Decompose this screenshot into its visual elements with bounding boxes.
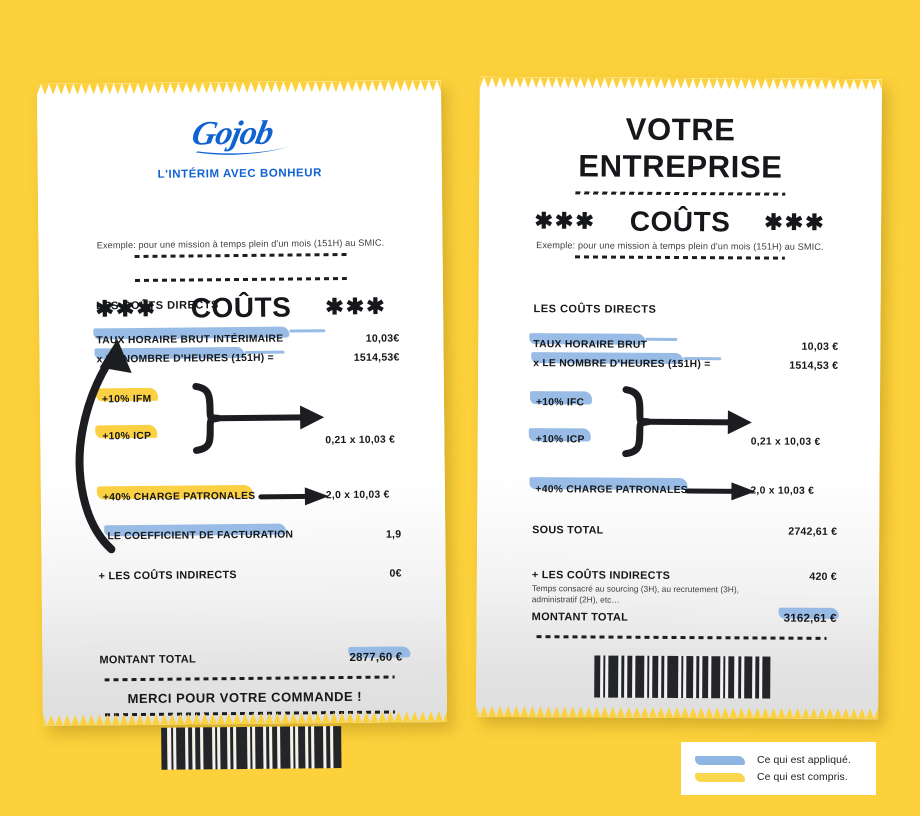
- bracket-value-label: 0,21 x 10,03 €: [325, 434, 396, 447]
- barcode-bar: [608, 655, 619, 698]
- divider-dashed-above-thanks: [104, 675, 395, 682]
- gojob-tagline: L'INTÉRIM AVEC BONHEUR: [157, 167, 323, 181]
- barcode-bar: [743, 656, 753, 699]
- legend-item-compris: Ce qui est compris.: [695, 772, 862, 783]
- divider-dashed-above-barcode-right: [536, 635, 827, 640]
- row-label: +10% ICP: [535, 434, 585, 446]
- total-label: MONTANT TOTAL: [531, 611, 629, 624]
- barcode-right: [594, 655, 771, 699]
- row-value: 1514,53€: [353, 351, 400, 364]
- legend-label: Ce qui est compris.: [757, 771, 848, 783]
- row-value: 420 €: [809, 570, 837, 583]
- barcode-bar: [635, 655, 645, 698]
- row-label: +40% CHARGE PATRONALES: [535, 484, 689, 497]
- row-charge-patronales-right: +40% CHARGE PATRONALES: [529, 477, 689, 497]
- total-value: 2877,60 €: [349, 651, 403, 664]
- straight-arrow-icon-right: [684, 482, 756, 501]
- divider-dashed-under-example-right: [574, 255, 785, 260]
- total-value: 3162,61 €: [783, 612, 837, 625]
- barcode-bar: [667, 655, 679, 698]
- row-label: TAUX HORAIRE BRUT: [533, 339, 648, 351]
- barcode-bar: [203, 727, 213, 770]
- company-title-line1: VOTRE: [625, 111, 736, 148]
- receipt-left-content: Gojob L'INTÉRIM AVEC BONHEUR ✱✱✱ COÛTS ✱…: [37, 80, 447, 770]
- svg-text:Gojob: Gojob: [189, 114, 277, 152]
- legend-swatch-blue-icon: [695, 755, 745, 765]
- indirect-costs-note: Temps consacré au sourcing (3H), au recr…: [531, 583, 740, 605]
- stars-right-icon: ✱✱✱: [325, 293, 387, 320]
- couts-title-right: COÛTS: [629, 205, 731, 238]
- bracket-value-right: 0,21 x 10,03 €: [751, 436, 821, 447]
- row-nombre-heures-right: x LE NOMBRE D'HEURES (151H) = 1514,53 €: [531, 352, 839, 372]
- barcode-bar: [280, 726, 291, 769]
- couts-heading-right: ✱✱✱ COÛTS ✱✱✱: [479, 201, 881, 243]
- divider-dashed-top-left: [134, 276, 347, 283]
- legend-box: Ce qui est appliqué. Ce qui est compris.: [681, 742, 876, 795]
- row-value: 0€: [389, 567, 402, 580]
- bracket-value-label: 0,21 x 10,03 €: [750, 436, 821, 448]
- divider-dashed-under-example-left: [134, 252, 347, 259]
- row-label: + LES COÛTS INDIRECTS: [531, 569, 671, 582]
- section-label-direct-costs-left: LES COÛTS DIRECTS: [96, 299, 219, 313]
- row-icp-right: +10% ICP: [528, 428, 591, 446]
- row-value: 2,0 x 10,03 €: [750, 485, 815, 497]
- row-label: + LES COÛTS INDIRECTS: [98, 569, 237, 583]
- thanks-message: MERCI POUR VOTRE COMMANDE !: [127, 688, 363, 707]
- section-label-direct-costs-right: LES COÛTS DIRECTS: [533, 303, 657, 316]
- barcode-bar: [333, 726, 342, 769]
- row-label: x LE NOMBRE D'HEURES (151H) =: [533, 358, 711, 371]
- receipt-gojob: Gojob L'INTÉRIM AVEC BONHEUR ✱✱✱ COÛTS ✱…: [36, 80, 447, 770]
- barcode-bar: [762, 656, 771, 699]
- highlight-blue-taux-horaire-tail: [289, 329, 326, 333]
- row-value: 2,0 x 10,03 €: [325, 489, 390, 502]
- row-couts-indirects-right: + LES COÛTS INDIRECTS 420 €: [532, 569, 837, 583]
- total-row-left: MONTANT TOTAL 2877,60 €: [99, 646, 411, 667]
- bracket-value-left: 0,21 x 10,03 €: [325, 435, 395, 447]
- example-note-left: Exemple: pour une mission à temps plein …: [96, 237, 385, 251]
- row-charge-value-left: 2,0 x 10,03 €: [326, 490, 390, 502]
- row-sous-total-right: SOUS TOTAL 2742,61 €: [532, 524, 837, 538]
- row-value: 10,03€: [365, 332, 400, 345]
- row-value: 2742,61 €: [788, 525, 838, 538]
- barcode-bar: [236, 726, 248, 770]
- company-title-line2: ENTREPRISE: [578, 147, 783, 185]
- legend-label: Ce qui est appliqué.: [757, 754, 851, 766]
- row-ifc-right: +10% IFC: [529, 391, 593, 409]
- row-value: 1,9: [385, 528, 402, 541]
- example-note-right: Exemple: pour une mission à temps plein …: [536, 240, 824, 252]
- row-value: 10,03 €: [801, 340, 839, 353]
- straight-arrow-icon-left: [258, 487, 329, 506]
- highlight-blue-taux-horaire-r-tail: [645, 337, 678, 341]
- divider-dashed-top-right: [575, 191, 786, 196]
- stars-left-icon: ✱✱✱: [534, 208, 596, 234]
- total-label: MONTANT TOTAL: [99, 653, 197, 667]
- receipt-votre-entreprise: VOTRE ENTREPRISE ✱✱✱ COÛTS ✱✱✱ Exemple: …: [476, 76, 882, 720]
- stars-right-icon: ✱✱✱: [764, 209, 826, 235]
- row-label: +10% IFC: [535, 397, 585, 409]
- barcode-bar: [175, 727, 186, 770]
- row-charge-value-right: 2,0 x 10,03 €: [750, 485, 814, 496]
- barcode-bar: [710, 656, 721, 699]
- row-couts-indirects-left: + LES COÛTS INDIRECTS 0€: [99, 567, 402, 582]
- curved-arrow-icon-left: [75, 339, 132, 554]
- legend-swatch-yellow-icon: [695, 772, 745, 782]
- barcode-left: [161, 726, 342, 770]
- company-title-right: VOTRE ENTREPRISE: [479, 111, 881, 187]
- row-label: SOUS TOTAL: [532, 524, 604, 537]
- brace-arrow-icon-right: [622, 386, 752, 458]
- gojob-logo-icon: Gojob: [189, 114, 290, 155]
- legend-item-applique: Ce qui est appliqué.: [695, 755, 862, 766]
- total-row-right: MONTANT TOTAL 3162,61 €: [531, 607, 839, 625]
- brace-arrow-icon-left: [192, 382, 325, 454]
- row-value: 1514,53 €: [789, 359, 839, 372]
- gojob-logo-block: Gojob L'INTÉRIM AVEC BONHEUR: [37, 108, 442, 182]
- receipt-right-content: VOTRE ENTREPRISE ✱✱✱ COÛTS ✱✱✱ Exemple: …: [476, 77, 882, 719]
- row-taux-horaire-right: TAUX HORAIRE BRUT 10,03 €: [529, 333, 839, 353]
